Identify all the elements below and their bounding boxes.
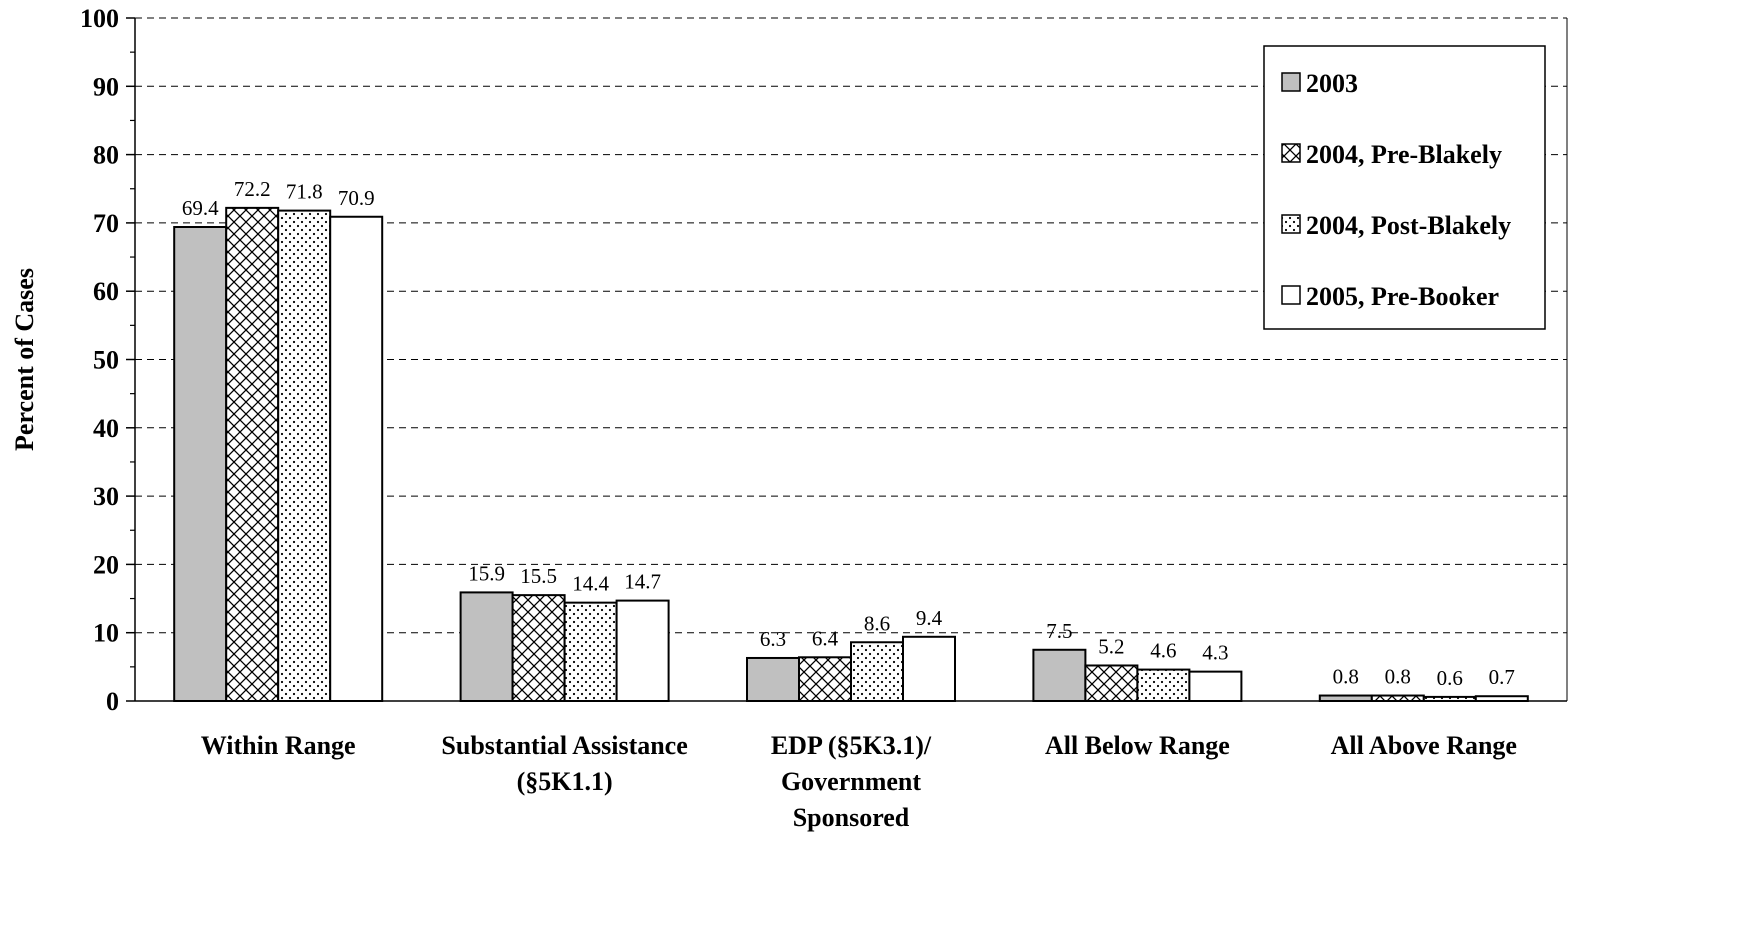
x-category-label: (§5K1.1)	[517, 767, 613, 796]
bar	[1032, 648, 1087, 703]
bar	[277, 209, 332, 703]
data-label: 6.4	[812, 626, 839, 650]
y-tick-label: 80	[93, 141, 119, 170]
data-label: 4.3	[1202, 641, 1228, 665]
data-label: 69.4	[182, 196, 219, 220]
bar	[1136, 668, 1191, 702]
y-tick-label: 0	[106, 687, 119, 716]
bar	[173, 225, 228, 703]
x-category-label: All Below Range	[1045, 731, 1230, 760]
legend-swatch	[1281, 214, 1301, 234]
data-label: 71.8	[286, 180, 323, 204]
data-label: 14.7	[624, 570, 661, 594]
y-tick-label: 100	[80, 4, 119, 33]
data-label: 70.9	[338, 186, 375, 210]
x-category-label: Sponsored	[793, 803, 910, 832]
y-tick-label: 50	[93, 346, 119, 375]
bar	[225, 206, 280, 702]
data-label: 9.4	[916, 606, 943, 630]
legend-swatch	[1281, 285, 1301, 305]
bar	[1318, 694, 1373, 703]
legend-label: 2005, Pre-Booker	[1306, 282, 1499, 311]
legend-box	[1263, 45, 1546, 330]
data-label: 6.3	[760, 627, 786, 651]
y-tick-label: 40	[93, 414, 119, 443]
y-tick-label: 30	[93, 482, 119, 511]
legend-label: 2003	[1306, 69, 1358, 98]
axes: 0 10 20 30 40 50 60 70 80 90 100 Percent of Cases Wi…	[10, 4, 1568, 832]
data-label: 14.4	[572, 572, 609, 596]
bar	[459, 591, 514, 703]
bar	[615, 599, 670, 702]
bar	[329, 215, 384, 703]
data-label: 0.8	[1333, 665, 1359, 689]
bar	[850, 641, 904, 703]
bar	[1422, 695, 1477, 702]
data-label: 0.7	[1489, 665, 1515, 689]
legend: 2003 2004, Pre-Blakely 2004, Post-Blakely 2…	[1263, 45, 1546, 330]
x-category-label: All Above Range	[1331, 731, 1517, 760]
data-label: 72.2	[234, 177, 271, 201]
bar	[902, 635, 956, 702]
data-label: 15.9	[468, 561, 505, 585]
y-axis-title: Percent of Cases	[10, 268, 39, 451]
data-label: 0.8	[1385, 665, 1411, 689]
x-category-label: Within Range	[201, 731, 356, 760]
bar	[1188, 670, 1243, 702]
bar	[798, 656, 852, 703]
data-label: 5.2	[1098, 634, 1124, 658]
bar	[746, 656, 800, 703]
y-tick-label: 60	[93, 277, 119, 306]
legend-label: 2004, Post-Blakely	[1306, 211, 1511, 240]
y-tick-label: 10	[93, 619, 119, 648]
bar	[563, 601, 618, 703]
x-category-label: Government	[781, 767, 921, 796]
y-tick-label: 70	[93, 209, 119, 238]
legend-label: 2004, Pre-Blakely	[1306, 140, 1502, 169]
x-category-label: Substantial Assistance	[441, 731, 687, 760]
data-label: 4.6	[1150, 639, 1176, 663]
y-tick-label: 90	[93, 72, 119, 101]
bar	[1084, 664, 1139, 703]
bar	[511, 594, 566, 703]
data-label: 8.6	[864, 611, 890, 635]
x-category-label: EDP (§5K3.1)/	[771, 731, 932, 760]
data-label: 0.6	[1437, 666, 1463, 690]
bar	[1474, 695, 1529, 702]
legend-swatch	[1281, 143, 1301, 163]
legend-swatch	[1281, 72, 1301, 92]
y-tick-label: 20	[93, 550, 119, 579]
bar	[1370, 694, 1425, 703]
bars	[173, 206, 1529, 703]
data-label: 15.5	[520, 564, 557, 588]
data-label: 7.5	[1046, 619, 1072, 643]
labels: 69.4 72.2 71.8 70.9 15.9 15.5 14.4 14.7 6.3 6.4 8.…	[182, 177, 1515, 690]
